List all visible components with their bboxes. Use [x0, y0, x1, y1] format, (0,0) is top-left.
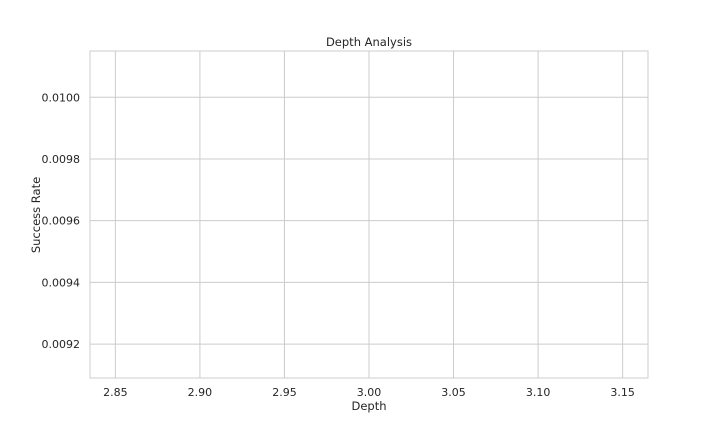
- chart-title: Depth Analysis: [326, 35, 412, 49]
- x-tick-label: 2.90: [188, 386, 213, 399]
- x-tick-label: 3.05: [441, 386, 466, 399]
- y-tick-labels: 0.0092 0.0094 0.0096 0.0098 0.0100: [42, 91, 81, 351]
- plot-area-frame: [89, 50, 649, 379]
- y-tick-label: 0.0092: [42, 338, 81, 351]
- y-tick-label: 0.0096: [42, 215, 81, 228]
- x-tick-label: 3.15: [610, 386, 635, 399]
- y-tick-label: 0.0094: [42, 276, 81, 289]
- x-tick-label: 3.00: [357, 386, 382, 399]
- x-tick-label: 2.85: [103, 386, 128, 399]
- y-tick-label: 0.0100: [42, 91, 81, 104]
- x-tick-label: 3.10: [526, 386, 551, 399]
- y-axis-label: Success Rate: [29, 177, 43, 253]
- x-tick-labels: 2.85 2.90 2.95 3.00 3.05 3.10 3.15: [103, 386, 635, 399]
- x-tick-label: 2.95: [272, 386, 297, 399]
- y-tick-label: 0.0098: [42, 153, 81, 166]
- x-gridlines: [114, 51, 624, 378]
- y-gridlines: [90, 96, 648, 345]
- x-axis-label: Depth: [351, 399, 386, 413]
